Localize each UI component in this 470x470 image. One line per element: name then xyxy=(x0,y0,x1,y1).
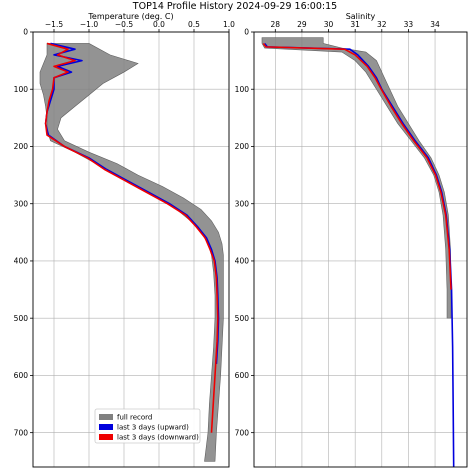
x-tick-label: 33 xyxy=(404,20,414,29)
x-tick-label: −1.0 xyxy=(80,20,98,29)
legend-label: last 3 days (downward) xyxy=(117,434,199,442)
temperature-panel: −1.5 −1.0 −0.5 0.0 0.5 1.0 0 100 200 300 400 500 600… xyxy=(14,12,235,468)
legend-swatch xyxy=(99,434,113,440)
x-tick-label: −1.5 xyxy=(45,20,63,29)
axes-frame xyxy=(32,31,230,468)
x-tick-label: 29 xyxy=(297,20,307,29)
x-tick-label: 28 xyxy=(271,20,281,29)
y-tick-label: 200 xyxy=(14,142,29,151)
salinity-panel: 28 29 30 31 32 33 34 0 100 200 300 400 500 600 700 Sali… xyxy=(235,12,468,468)
y-tick-label: 600 xyxy=(235,371,250,380)
series-downward-line xyxy=(44,42,219,433)
legend-swatch xyxy=(99,424,113,430)
y-tick-label: 500 xyxy=(14,314,29,323)
y-tick-label: 700 xyxy=(14,428,29,437)
x-tick-label: 32 xyxy=(377,20,387,29)
legend-swatch xyxy=(99,414,113,420)
x-tick-label: 30 xyxy=(324,20,334,29)
series-full-record-band xyxy=(39,43,224,462)
x-axis-title: Temperature (deg. C) xyxy=(87,12,173,21)
legend-label: full record xyxy=(117,414,152,422)
y-tick-label: 0 xyxy=(244,28,249,37)
x-tick-label: 0.5 xyxy=(188,20,200,29)
series-upward-line xyxy=(264,42,455,468)
figure-title: TOP14 Profile History 2024-09-29 16:00:1… xyxy=(132,1,337,12)
y-tick-label: 500 xyxy=(235,314,250,323)
y-tick-label: 100 xyxy=(235,85,250,94)
y-tick-label: 400 xyxy=(14,257,29,266)
x-tick-label: 34 xyxy=(430,20,440,29)
x-tick-label: 0.0 xyxy=(153,20,165,29)
y-tick-label: 100 xyxy=(14,85,29,94)
y-tick-label: 300 xyxy=(235,199,250,208)
legend: full record last 3 days (upward) last 3 da… xyxy=(94,408,201,444)
axes-frame xyxy=(253,31,468,468)
y-tick-label: 0 xyxy=(23,28,28,37)
y-tick-label: 700 xyxy=(235,428,250,437)
x-tick-label: 31 xyxy=(350,20,360,29)
legend-label: last 3 days (upward) xyxy=(117,424,189,432)
x-tick-label: −0.5 xyxy=(115,20,133,29)
series-downward-line xyxy=(262,42,452,290)
y-tick-label: 200 xyxy=(235,142,250,151)
x-tick-label: 1.0 xyxy=(223,20,235,29)
legend-box xyxy=(94,408,201,444)
x-axis-title: Salinity xyxy=(346,12,376,21)
y-tick-label: 400 xyxy=(235,257,250,266)
y-tick-label: 300 xyxy=(14,199,29,208)
y-tick-label: 600 xyxy=(14,371,29,380)
series-full-record-band xyxy=(261,37,452,319)
